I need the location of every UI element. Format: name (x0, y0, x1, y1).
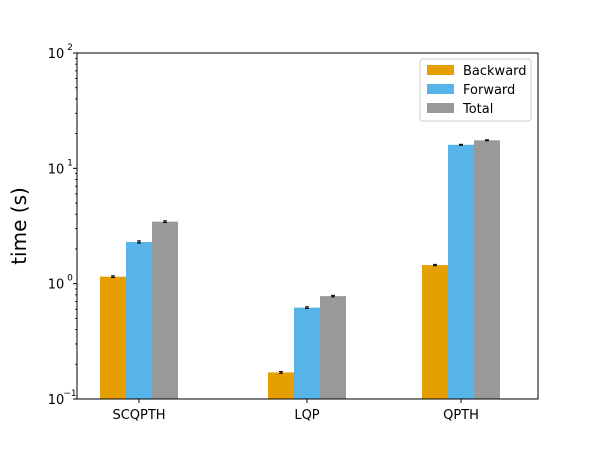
legend: Backward Forward Total (419, 58, 532, 122)
y-tick-exponent: 0 (67, 274, 73, 284)
y-tick-label: 10 (48, 162, 65, 177)
y-tick-base: 10 (48, 47, 65, 62)
y-tick-exponent: 2 (67, 43, 73, 53)
y-tick-label: 10 (48, 278, 65, 293)
legend-label: Backward (463, 64, 527, 79)
legend-swatch-total (427, 103, 454, 113)
x-tick-label: LQP (294, 408, 319, 423)
y-tick-exponent: −1 (63, 389, 76, 399)
bar-forward (448, 144, 474, 399)
bar-total (152, 221, 178, 399)
bar-forward (126, 241, 152, 399)
bar-backward (422, 265, 448, 399)
bar-backward (100, 276, 126, 399)
y-tick-base: 10 (48, 162, 65, 177)
legend-label: Forward (463, 83, 515, 98)
y-tick-base: 10 (48, 393, 65, 408)
x-tick-label: SCQPTH (112, 408, 165, 423)
x-axis-ticks: SCQPTH LQP QPTH (112, 399, 479, 423)
y-tick-exponent: 1 (67, 158, 73, 168)
bar-total (474, 140, 500, 399)
plot-frame (76, 52, 539, 400)
bars (100, 139, 500, 399)
bar-forward (294, 307, 320, 399)
legend-swatch-forward (427, 84, 454, 94)
legend-swatch-backward (427, 65, 454, 75)
y-tick-base: 10 (48, 278, 65, 293)
legend-label: Total (462, 102, 493, 117)
x-tick-label: QPTH (443, 408, 479, 423)
y-tick-label: 10 (48, 393, 65, 408)
y-tick-label: 10 (48, 47, 65, 62)
bar-total (320, 296, 346, 399)
bar-backward (268, 372, 294, 399)
y-axis-label: time (s) (7, 187, 31, 265)
